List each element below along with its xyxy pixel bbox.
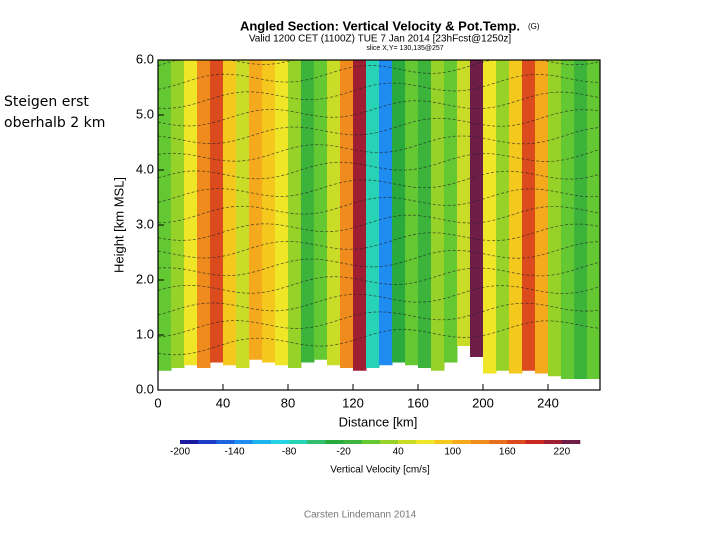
colorbar-segment (398, 440, 417, 444)
isentrope (157, 302, 599, 338)
velocity-column (366, 60, 380, 368)
colorbar-segment (561, 440, 581, 444)
x-tick-label: 120 (342, 395, 364, 410)
velocity-column (353, 60, 367, 371)
velocity-column (418, 60, 432, 368)
velocity-column (340, 60, 354, 368)
y-tick-label: 5.0 (136, 106, 154, 121)
velocity-column (223, 60, 237, 366)
colorbar-segment (234, 440, 254, 444)
colorbar-segment (216, 440, 235, 444)
colorbar-tick-label: 160 (499, 447, 516, 458)
isentrope (157, 170, 599, 203)
y-tick-label: 4.0 (136, 161, 154, 176)
x-axis-label: Distance [km] (339, 414, 418, 429)
x-tick-label: 40 (216, 395, 230, 410)
colorbar-tick-label: -140 (225, 447, 245, 458)
title-tag: (G) (528, 22, 540, 31)
velocity-column (431, 60, 445, 371)
isentrope (157, 109, 599, 145)
y-tick-label: 3.0 (136, 216, 154, 231)
x-tick-label: 160 (407, 395, 429, 410)
isentrope (157, 74, 599, 109)
velocity-column (483, 60, 497, 374)
colorbar-segment (361, 440, 381, 444)
velocity-column (327, 60, 341, 366)
velocity-column (587, 60, 601, 379)
isentrope (157, 59, 599, 90)
x-tick-label: 240 (537, 395, 559, 410)
y-tick-label: 0.0 (136, 381, 154, 396)
footer: Carsten Lindemann 2014 (304, 510, 417, 521)
isentrope (157, 241, 599, 277)
x-tick-label: 200 (472, 395, 494, 410)
velocity-column (236, 60, 250, 368)
velocity-column (197, 60, 211, 368)
velocity-column (262, 60, 276, 363)
colorbar-segment (180, 440, 199, 444)
colorbar-segment (343, 440, 363, 444)
velocity-column (444, 60, 458, 363)
x-tick-label: 0 (154, 395, 161, 410)
annotation-box: Steigen erst oberhalb 2 km (4, 94, 106, 131)
isentrope (157, 285, 599, 316)
colorbar-segment (325, 440, 344, 444)
colorbar-segment (434, 440, 454, 444)
colorbar-tick-label: 220 (553, 447, 570, 458)
colorbar-segment (543, 440, 563, 444)
velocity-column (405, 60, 419, 366)
colorbar-segment (507, 440, 526, 444)
velocity-column (314, 60, 328, 360)
colorbar-segment (289, 440, 308, 444)
colorbar-segment (252, 440, 272, 444)
slice-note: slice X,Y= 130,135@257 (366, 45, 443, 52)
velocity-column (457, 60, 471, 346)
velocity-column (288, 60, 302, 368)
colorbar-tick-label: -80 (282, 447, 297, 458)
isentrope (157, 127, 599, 162)
isentrope (157, 188, 599, 224)
colorbar-segment (270, 440, 290, 444)
colorbar-label: Vertical Velocity [cm/s] (330, 465, 430, 476)
velocity-column (171, 60, 185, 368)
colorbar-segment (470, 440, 490, 444)
chart-title: Angled Section: Vertical Velocity & Pot.… (240, 18, 520, 33)
velocity-column (210, 60, 224, 363)
velocity-column (158, 60, 172, 371)
velocity-column (535, 60, 549, 374)
velocity-column (561, 60, 575, 379)
velocity-column (548, 60, 562, 377)
y-axis-label: Height [km MSL] (111, 177, 126, 273)
velocity-column (184, 60, 198, 366)
colorbar-segment (198, 440, 217, 444)
x-tick-label: 80 (281, 395, 295, 410)
colorbar-segment (525, 440, 544, 444)
velocity-column (249, 60, 263, 360)
colorbar-tick-label: 100 (444, 447, 461, 458)
velocity-column (522, 60, 536, 371)
velocity-column (509, 60, 523, 374)
subtitle: Valid 1200 CET (1100Z) TUE 7 Jan 2014 [2… (249, 34, 512, 45)
isentrope (157, 320, 599, 356)
velocity-column (496, 60, 510, 371)
colorbar-segment (416, 440, 435, 444)
velocity-column (574, 60, 588, 379)
colorbar-segment (489, 440, 508, 444)
colorbar-tick-label: -20 (336, 447, 351, 458)
y-tick-label: 1.0 (136, 326, 154, 341)
annotation: Steigen erst oberhalb 2 km (4, 94, 106, 131)
colorbar-tick-label: -200 (170, 447, 190, 458)
velocity-column (392, 60, 406, 363)
colorbar-segment (452, 440, 472, 444)
colorbar-segment (307, 440, 326, 444)
colorbar-tick-label: 40 (393, 447, 405, 458)
velocity-column (301, 60, 315, 363)
velocity-column (379, 60, 393, 366)
colorbar-segment (380, 440, 399, 444)
y-tick-label: 6.0 (136, 51, 154, 66)
y-tick-label: 2.0 (136, 271, 154, 286)
velocity-column (470, 60, 484, 357)
